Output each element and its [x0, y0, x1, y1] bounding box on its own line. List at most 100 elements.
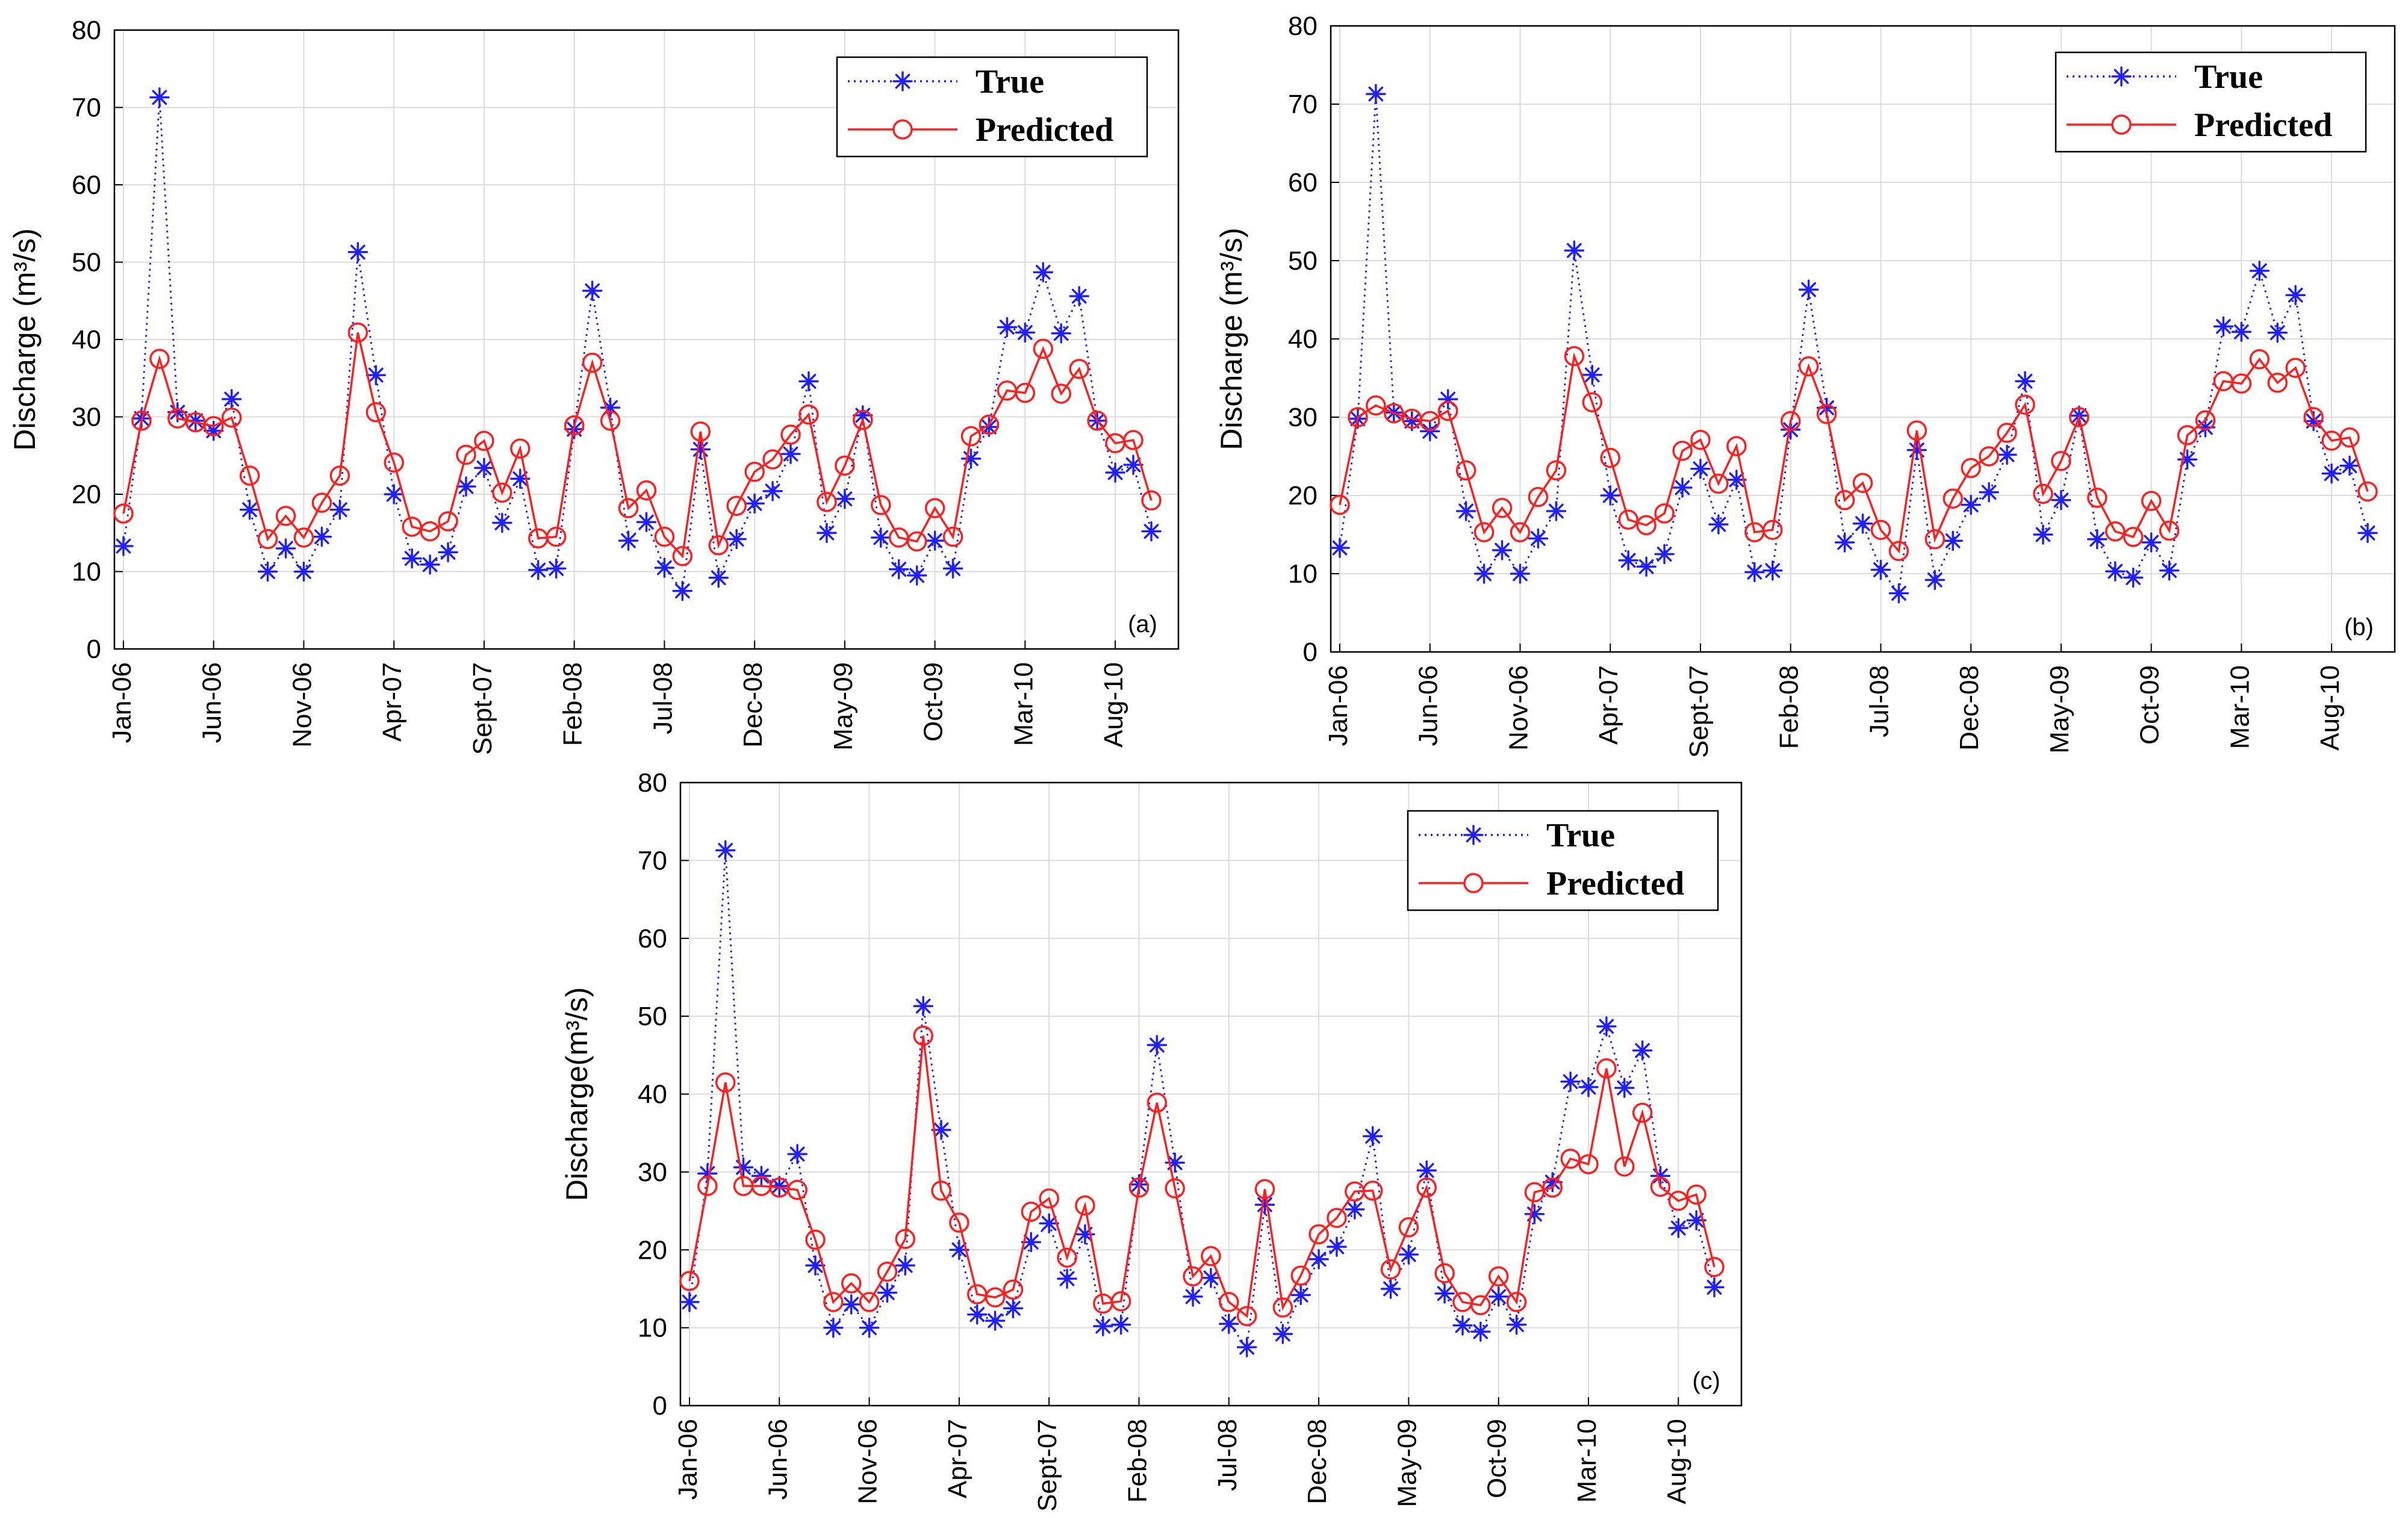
y-tick-label: 0	[87, 634, 101, 664]
series-true	[113, 87, 1162, 601]
data-point-predicted	[1110, 1291, 1131, 1312]
data-point-predicted	[2339, 427, 2360, 448]
data-point-true	[985, 1311, 1006, 1331]
data-point-true	[1582, 365, 1603, 385]
data-point-true	[924, 530, 945, 551]
data-point-predicted	[1506, 1292, 1527, 1312]
data-point-true	[402, 548, 422, 569]
legend-label-predicted: Predicted	[2194, 107, 2332, 144]
series-line-predicted	[1339, 352, 2369, 554]
data-point-predicted	[1524, 1182, 1545, 1203]
data-point-predicted	[913, 1025, 933, 1046]
data-point-true	[1704, 1277, 1725, 1298]
chart-panel-c: 0 10 20 30 40 50 60 70 80 Jan-06 Jun-06 Nov-06 Apr-0…	[560, 768, 1743, 1512]
data-point-predicted	[1470, 1295, 1491, 1315]
data-point-predicted	[1636, 515, 1657, 536]
legend-marker-true	[892, 71, 913, 92]
data-point-true	[221, 389, 242, 409]
data-point-predicted	[1888, 541, 1909, 562]
data-point-predicted	[1762, 520, 1783, 540]
data-point-predicted	[895, 1229, 916, 1249]
data-point-predicted	[366, 402, 387, 423]
legend-marker-predicted	[1463, 873, 1484, 893]
data-point-predicted	[679, 1271, 700, 1291]
data-point-true	[1219, 1314, 1239, 1334]
x-tick-label: Jan-06	[107, 662, 137, 743]
data-point-predicted	[1600, 447, 1620, 468]
x-tick-label: Nov-06	[287, 662, 317, 748]
legend-label-true: True	[2194, 58, 2263, 96]
data-point-true	[1632, 1040, 1653, 1061]
data-point-predicted	[1330, 494, 1350, 515]
data-point-predicted	[1366, 395, 1386, 416]
data-point-true	[1798, 279, 1819, 300]
legend-box	[2055, 51, 2367, 153]
data-point-predicted	[672, 546, 693, 566]
data-point-predicted	[600, 411, 621, 431]
x-tick-label: Nov-06	[1504, 665, 1533, 751]
data-point-predicted	[546, 526, 567, 547]
series-predicted	[1330, 346, 2378, 562]
data-point-true	[871, 527, 891, 548]
data-point-true	[751, 1165, 772, 1187]
data-point-predicted	[1165, 1178, 1185, 1199]
y-tick-label: 80	[72, 16, 101, 45]
series-predicted	[113, 322, 1162, 566]
data-point-predicted	[2069, 407, 2089, 427]
data-point-true	[1455, 501, 1476, 521]
panel-label: (c)	[1692, 1368, 1720, 1394]
data-point-predicted	[1201, 1245, 1221, 1267]
x-tick-label: Aug-10	[2315, 665, 2345, 751]
x-tick-label: Jan-06	[1324, 665, 1353, 746]
data-point-true	[2123, 567, 2144, 588]
data-point-true	[1997, 444, 2017, 465]
data-point-predicted	[1943, 488, 1963, 509]
data-point-true	[1473, 563, 1495, 584]
data-point-true	[895, 1255, 916, 1276]
x-tick-label: Mar-10	[1009, 662, 1038, 746]
data-point-true	[1979, 482, 1999, 503]
data-point-predicted	[1434, 1263, 1455, 1283]
data-point-predicted	[654, 526, 675, 547]
data-point-predicted	[690, 421, 711, 442]
x-tick-label: Feb-08	[1775, 665, 1804, 749]
data-point-true	[1398, 1244, 1419, 1265]
data-point-predicted	[149, 349, 170, 369]
data-point-true	[654, 557, 675, 578]
data-point-predicted	[780, 424, 801, 445]
data-point-predicted	[1650, 1176, 1671, 1197]
axes-frame	[679, 781, 1743, 1407]
x-tick-label: Jun-06	[198, 662, 227, 743]
data-point-predicted	[2141, 491, 2162, 511]
data-point-true	[474, 458, 494, 479]
data-point-true	[1093, 1316, 1113, 1336]
data-point-predicted	[1327, 1208, 1347, 1228]
data-point-true	[1416, 1160, 1437, 1181]
data-point-true	[2015, 371, 2035, 391]
data-point-true	[1961, 494, 1981, 515]
data-point-predicted	[1075, 1195, 1095, 1216]
data-point-true	[2159, 560, 2180, 581]
data-point-true	[2087, 529, 2108, 550]
x-tick-label: Oct-09	[1482, 1419, 1512, 1498]
data-point-predicted	[1219, 1292, 1239, 1312]
data-point-predicted	[1632, 1102, 1653, 1123]
data-point-predicted	[1492, 498, 1513, 518]
y-tick-label: 20	[638, 1235, 667, 1265]
data-point-true	[913, 996, 933, 1017]
y-axis-label: Discharge(m³/s)	[560, 987, 594, 1202]
data-point-true	[1492, 540, 1513, 560]
data-point-true	[582, 281, 603, 301]
data-point-predicted	[2231, 373, 2252, 394]
data-point-true	[1668, 1218, 1689, 1238]
y-tick-label: 60	[1288, 168, 1318, 197]
data-point-true	[1057, 1268, 1077, 1289]
data-point-predicted	[1997, 423, 2017, 443]
data-point-true	[1672, 477, 1693, 498]
x-tick-label: Jun-06	[1414, 665, 1443, 746]
data-point-true	[1069, 286, 1089, 306]
data-point-true	[347, 242, 369, 262]
data-point-true	[329, 499, 350, 520]
data-point-predicted	[1834, 490, 1855, 510]
